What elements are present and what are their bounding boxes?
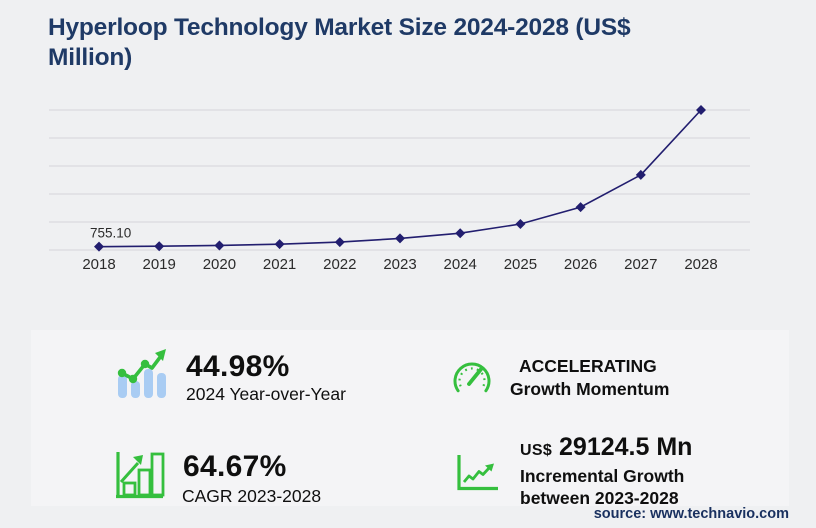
momentum-line1: ACCELERATING [519, 356, 657, 376]
line-chart-axes-icon [457, 455, 498, 491]
page-title: Hyperloop Technology Market Size 2024-20… [48, 14, 631, 71]
incremental-value-row: US$ 29124.5 Mn [520, 433, 692, 462]
svg-text:2022: 2022 [323, 256, 356, 273]
market-size-line-chart: 2018 2019 2020 2021 2022 2023 2024 2025 2026 2027… [49, 105, 750, 273]
svg-text:2023: 2023 [383, 256, 416, 273]
speedometer-icon [453, 362, 491, 393]
svg-text:2027: 2027 [624, 256, 657, 273]
svg-text:2020: 2020 [203, 256, 236, 273]
svg-text:2028: 2028 [684, 256, 717, 273]
svg-text:2021: 2021 [263, 256, 296, 273]
momentum-line2: Growth Momentum [510, 379, 670, 399]
svg-text:2025: 2025 [504, 256, 537, 273]
svg-text:755.10: 755.10 [90, 226, 131, 241]
cagr-value: 64.67% [183, 450, 287, 483]
yoy-value: 44.98% [186, 350, 290, 383]
incremental-value: 29124.5 Mn [559, 433, 693, 461]
cagr-label: CAGR 2023-2028 [182, 486, 322, 506]
svg-text:2018: 2018 [82, 256, 115, 273]
svg-text:2019: 2019 [143, 256, 176, 273]
yoy-label: 2024 Year-over-Year [186, 384, 346, 404]
svg-text:2024: 2024 [444, 256, 477, 273]
source-attribution: source: www.technavio.com [593, 506, 789, 522]
svg-text:2026: 2026 [564, 256, 597, 273]
currency-prefix: US$ [520, 442, 553, 459]
bar-line-growth-icon [117, 349, 166, 398]
incremental-line2: between 2023-2028 [520, 488, 679, 508]
bar-chart-arrow-icon [116, 452, 165, 499]
incremental-line1: Incremental Growth [520, 466, 685, 486]
